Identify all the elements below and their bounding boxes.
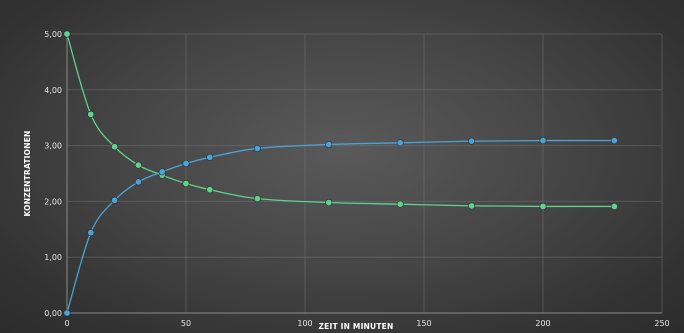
x-tick-label: 150 [416,319,431,328]
data-point [539,202,547,210]
y-tick-label: 4,00 [44,86,62,95]
y-axis-title: KONZENTRATIONEN [23,130,32,216]
data-point [396,139,404,147]
data-point [468,137,476,145]
data-point [396,200,404,208]
x-tick-label: 100 [297,319,312,328]
y-tick-label: 3,00 [44,142,62,151]
data-point [182,180,190,188]
x-tick-label: 50 [181,319,191,328]
data-point [325,140,333,148]
data-point [206,153,214,161]
y-tick-label: 2,00 [44,197,62,206]
data-point [610,202,618,210]
x-tick-label: 200 [535,319,550,328]
data-point [253,144,261,152]
data-point [253,195,261,203]
data-point [63,309,71,317]
data-point [87,110,95,118]
y-tick-label: 0,00 [44,309,62,318]
series-line [66,33,615,208]
data-point [87,229,95,237]
x-axis-title: ZEIT IN MINUTEN [319,322,394,331]
data-point [158,168,166,176]
series-line [66,139,615,314]
y-tick-label: 1,00 [44,253,62,262]
data-point [325,199,333,207]
data-point [468,202,476,210]
data-point [134,178,142,186]
x-tick-label: 250 [654,319,669,328]
x-tick-label: 0 [64,319,69,328]
grid [67,33,663,313]
data-point [63,30,71,38]
series-2 [63,137,618,317]
data-point [610,137,618,145]
data-point [134,161,142,169]
tick-labels: 0,00 1,00 2,00 3,00 4,00 5,00 0 50 100 150 200 250 [44,30,669,328]
series [63,30,618,317]
data-point [182,159,190,167]
y-tick-label: 5,00 [44,30,62,39]
data-point [539,137,547,145]
data-point [111,196,119,204]
series-1 [63,30,618,210]
data-point [111,143,119,151]
axes [66,34,662,314]
data-point [206,186,214,194]
